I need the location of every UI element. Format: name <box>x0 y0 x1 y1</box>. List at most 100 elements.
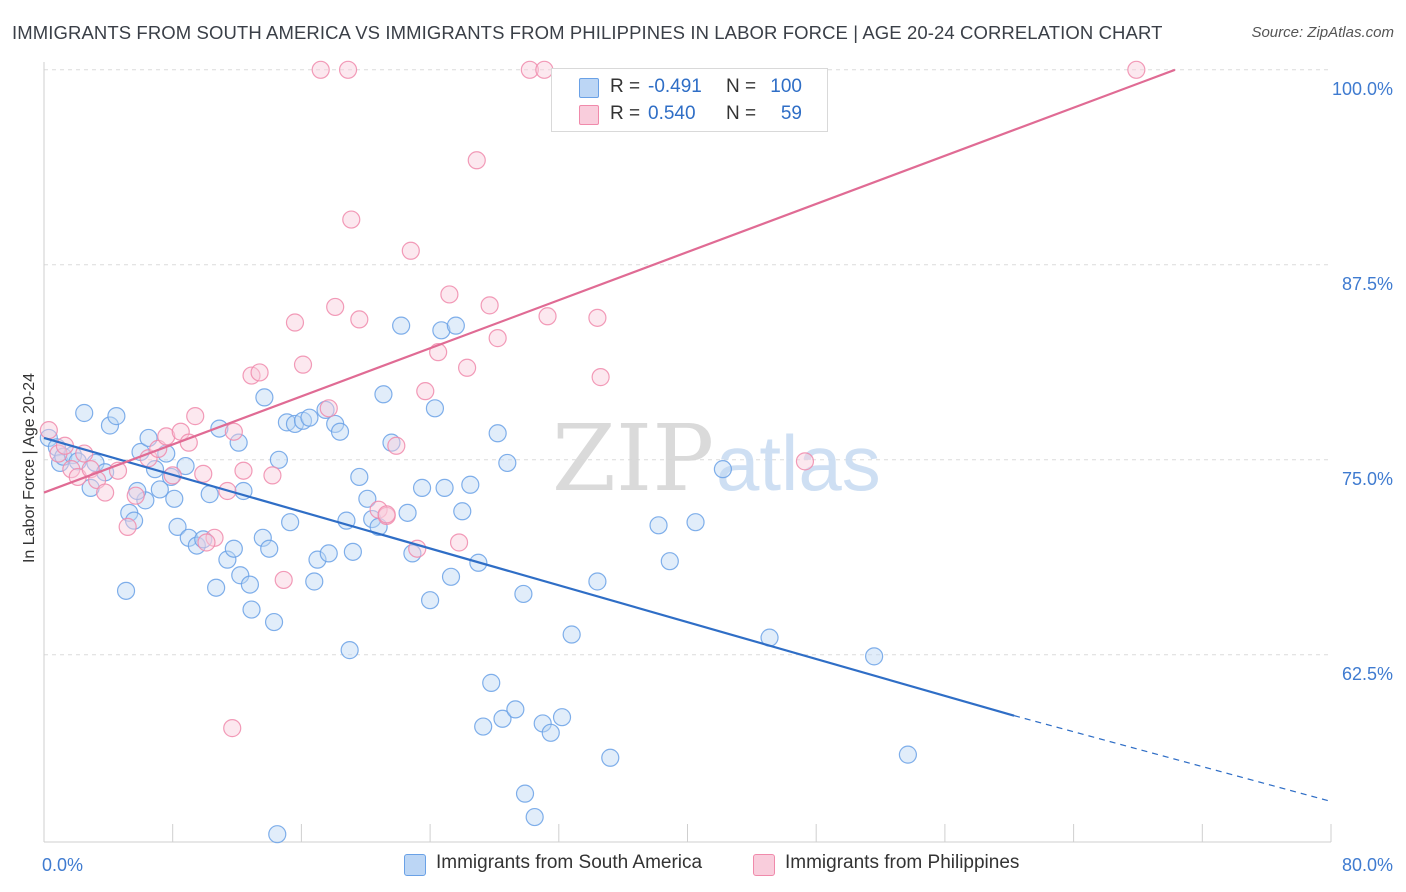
point-south-america-56 <box>350 467 369 487</box>
y-tick-label-2: 75.0% <box>1342 469 1393 489</box>
point-south-america-52 <box>330 422 350 441</box>
source-label: Source: ZipAtlas.com <box>1251 24 1394 41</box>
bottom-legend-label-philippines: Immigrants from Philippines <box>785 852 1020 873</box>
legend-n-label: N = <box>726 76 757 97</box>
point-south-america-60 <box>374 385 393 404</box>
point-south-america-37 <box>253 528 272 547</box>
y-tick-label-0: 100.0% <box>1332 79 1393 99</box>
point-philippines-43 <box>458 358 477 377</box>
point-south-america-68 <box>432 321 451 340</box>
point-philippines-48 <box>588 308 607 327</box>
bottom-legend-swatch-south-america <box>404 854 426 876</box>
point-south-america-82 <box>515 784 535 803</box>
point-philippines-52 <box>520 60 539 79</box>
point-philippines-25 <box>250 363 269 382</box>
point-south-america-43 <box>281 513 300 532</box>
y-tick-labels: 100.0% 87.5% 75.0% 62.5% <box>1332 79 1393 684</box>
legend: R = -0.491 N = 100 R = 0.540 N = 59 <box>551 68 828 132</box>
point-philippines-8 <box>96 483 115 502</box>
point-south-america-28 <box>207 578 226 597</box>
legend-n-value: 59 <box>780 103 802 124</box>
y-axis-label: In Labor Force | Age 20-24 <box>21 372 38 564</box>
point-south-america-85 <box>541 723 560 742</box>
watermark-atlas: atlas <box>716 419 881 507</box>
point-philippines-50 <box>311 60 330 79</box>
point-south-america-33 <box>231 566 250 585</box>
point-philippines-33 <box>350 310 369 329</box>
point-south-america-35 <box>240 575 260 594</box>
point-philippines-14 <box>157 427 176 446</box>
legend-n-label: N = <box>726 103 757 124</box>
point-south-america-48 <box>308 550 327 569</box>
point-south-america-71 <box>446 316 465 335</box>
point-philippines-10 <box>118 517 137 536</box>
x-tick-label-0: 0.0% <box>42 855 83 875</box>
point-philippines-56 <box>1127 60 1146 79</box>
point-south-america-97 <box>268 825 287 844</box>
point-south-america-10 <box>100 416 120 435</box>
point-south-america-72 <box>453 502 472 521</box>
x-tick-labels: 0.0% 80.0% <box>42 855 1393 875</box>
point-philippines-41 <box>440 285 459 304</box>
point-philippines-51 <box>338 60 358 79</box>
point-philippines-49 <box>591 368 610 387</box>
legend-r-label: R = <box>610 76 641 97</box>
series-south-america <box>39 316 917 844</box>
point-south-america-11 <box>107 407 126 426</box>
point-philippines-28 <box>285 313 305 332</box>
point-philippines-29 <box>293 355 313 374</box>
point-philippines-36 <box>387 436 406 455</box>
point-philippines-54 <box>223 719 242 738</box>
trend-line-dashed-south-america <box>1013 715 1332 803</box>
y-axis-label-wrap: In Labor Force | Age 20-24 <box>20 373 40 563</box>
point-south-america-22 <box>165 489 184 508</box>
legend-row-south-america: R = -0.491 N = 100 <box>552 74 827 100</box>
point-south-america-39 <box>260 539 279 558</box>
point-philippines-32 <box>342 210 361 229</box>
point-south-america-93 <box>713 460 732 479</box>
point-south-america-46 <box>300 408 319 427</box>
legend-r-value: 0.540 <box>648 103 696 124</box>
legend-swatch-philippines <box>579 105 599 125</box>
point-south-america-63 <box>398 503 417 522</box>
point-south-america-54 <box>340 641 359 660</box>
point-south-america-78 <box>493 709 512 728</box>
x-tick-label-1: 80.0% <box>1342 855 1393 875</box>
point-philippines-45 <box>480 296 499 315</box>
point-south-america-47 <box>305 572 324 591</box>
point-south-america-69 <box>435 478 454 497</box>
point-philippines-58 <box>197 533 216 552</box>
point-philippines-22 <box>224 422 243 441</box>
point-philippines-23 <box>234 461 253 480</box>
point-south-america-67 <box>425 399 445 418</box>
bottom-legend-label-south-america: Immigrants from South America <box>436 852 703 873</box>
point-philippines-47 <box>538 307 557 326</box>
point-philippines-30 <box>319 399 338 418</box>
point-south-america-80 <box>506 700 525 719</box>
point-south-america-36 <box>242 600 261 619</box>
series-philippines <box>39 60 1146 738</box>
axes <box>43 62 1332 843</box>
point-south-america-81 <box>514 584 533 604</box>
point-philippines-57 <box>377 505 396 524</box>
point-south-america-88 <box>588 572 607 591</box>
point-south-america-55 <box>343 542 362 561</box>
legend-r-label: R = <box>610 103 641 124</box>
point-philippines-46 <box>488 329 507 348</box>
point-south-america-73 <box>461 475 480 494</box>
y-tick-label-1: 87.5% <box>1342 274 1393 294</box>
point-south-america-75 <box>474 717 493 736</box>
legend-r-value: -0.491 <box>648 76 702 97</box>
point-south-america-27 <box>194 530 213 549</box>
point-south-america-91 <box>660 552 679 571</box>
point-south-america-6 <box>75 403 94 423</box>
point-south-america-77 <box>488 424 507 443</box>
point-philippines-44 <box>467 151 486 170</box>
y-tick-label-3: 62.5% <box>1342 664 1393 684</box>
trend-line-south-america <box>43 436 1015 717</box>
legend-swatch-south-america <box>579 78 599 98</box>
point-south-america-92 <box>686 513 705 532</box>
point-south-america-61 <box>382 433 401 452</box>
bottom-legend-swatch-philippines <box>753 854 775 876</box>
